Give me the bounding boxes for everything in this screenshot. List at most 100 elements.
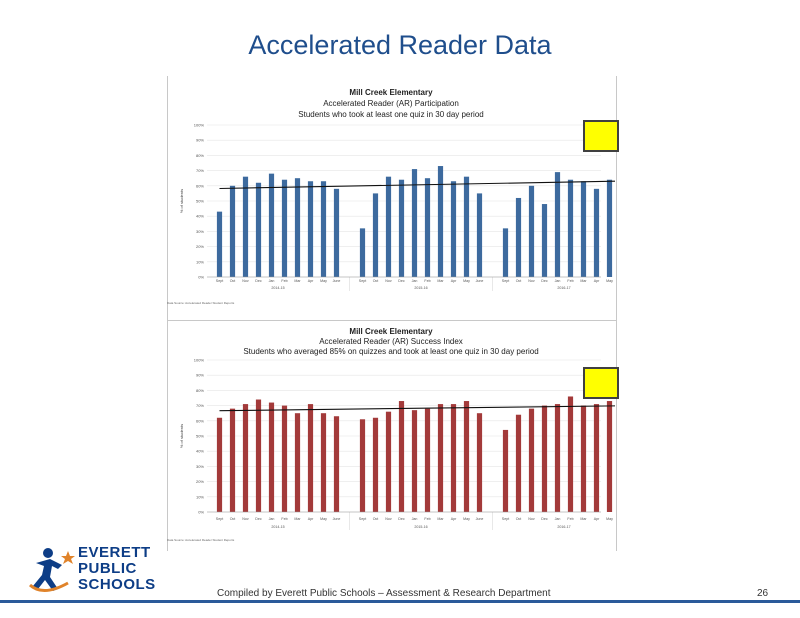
x-tick-label: Oct [373, 279, 379, 283]
data-bar [541, 405, 548, 512]
x-tick-label: Mar [294, 279, 301, 283]
data-bar [255, 182, 262, 277]
data-bar [372, 417, 379, 512]
x-group-label: 2014-15 [271, 286, 284, 290]
data-bar [580, 405, 587, 512]
x-tick-label: Dec [398, 517, 405, 521]
x-tick-label: Apr [308, 517, 314, 521]
data-bar [385, 176, 392, 277]
data-bar [606, 179, 613, 277]
y-tick-label: 100% [194, 123, 205, 128]
data-bar [463, 401, 470, 512]
x-tick-label: Jan [269, 279, 275, 283]
data-bar [528, 185, 535, 277]
y-tick-label: 70% [196, 168, 204, 173]
x-tick-label: Nov [528, 279, 535, 283]
chart-title: Accelerated Reader (AR) Participation [323, 99, 459, 108]
x-tick-label: Apr [451, 279, 457, 283]
y-axis-label: % of students [179, 424, 184, 448]
success-index-bar-chart: 0% 10% 20% 30% 40% 50% 60% 70% 80% 90% 100% % of st… [179, 358, 615, 530]
data-bar [268, 173, 275, 277]
x-tick-label: Apr [594, 517, 600, 521]
data-bar [268, 402, 275, 512]
data-bar [554, 172, 561, 277]
x-tick-label: Dec [541, 517, 548, 521]
x-tick-label: Apr [594, 279, 600, 283]
y-tick-label: 90% [196, 138, 204, 143]
data-bar [333, 188, 340, 277]
y-tick-label: 100% [194, 358, 205, 363]
data-bar [307, 181, 314, 277]
x-tick-label: May [463, 517, 470, 521]
x-tick-label: June [476, 279, 484, 283]
x-tick-label: Sept [216, 517, 223, 521]
trend-line [219, 405, 615, 412]
x-tick-label: Mar [580, 279, 587, 283]
x-tick-label: Mar [580, 517, 587, 521]
y-tick-label: 80% [196, 388, 204, 393]
x-tick-label: Feb [567, 517, 573, 521]
data-bar [424, 178, 431, 277]
page-number: 26 [757, 588, 769, 599]
x-tick-label: Dec [541, 279, 548, 283]
trend-line [219, 180, 615, 190]
data-bar [372, 193, 379, 277]
x-tick-label: Oct [516, 517, 522, 521]
data-bar [398, 179, 405, 277]
highlight-box [583, 120, 619, 152]
participation-chart-panel: Mill Creek Elementary Accelerated Reader… [167, 85, 615, 315]
data-bar [359, 228, 366, 277]
data-bar [333, 416, 340, 512]
x-tick-label: Mar [437, 279, 444, 283]
x-group-label: 2015-16 [414, 286, 427, 290]
data-bar [281, 179, 288, 277]
chart-subtitle: Students who took at least one quiz in 3… [298, 110, 484, 119]
data-bar [255, 399, 262, 512]
data-bar [450, 404, 457, 512]
data-bar [242, 404, 249, 512]
y-axis-label: % of students [179, 189, 184, 213]
y-tick-label: 70% [196, 403, 204, 408]
everett-public-schools-logo: EVERETT PUBLIC SCHOOLS [28, 545, 163, 600]
data-bar [320, 413, 327, 512]
x-tick-label: Feb [424, 279, 430, 283]
chart-source-note: Data Source: Accelerated Reader Student … [167, 538, 235, 542]
y-tick-label: 10% [196, 494, 204, 499]
chart-school-name: Mill Creek Elementary [349, 88, 433, 97]
data-bar [515, 414, 522, 512]
y-tick-label: 20% [196, 244, 204, 249]
chart-divider [167, 320, 616, 321]
x-tick-label: Apr [451, 517, 457, 521]
data-bar [567, 179, 574, 277]
x-tick-label: Nov [242, 517, 249, 521]
data-bar [242, 176, 249, 277]
footer-credit: Compiled by Everett Public Schools – Ass… [217, 588, 551, 599]
x-tick-label: Nov [385, 517, 392, 521]
x-tick-label: Sept [359, 517, 366, 521]
y-tick-label: 30% [196, 229, 204, 234]
y-tick-label: 80% [196, 153, 204, 158]
data-bar [411, 410, 418, 512]
x-group-label: 2015-16 [414, 525, 427, 529]
data-bar [281, 405, 288, 512]
highlight-box [583, 367, 619, 399]
y-tick-label: 50% [196, 434, 204, 439]
y-tick-label: 60% [196, 418, 204, 423]
y-tick-label: 20% [196, 479, 204, 484]
data-bar [385, 411, 392, 512]
x-tick-label: Feb [567, 279, 573, 283]
y-tick-label: 10% [196, 259, 204, 264]
chart-subtitle: Students who averaged 85% on quizzes and… [243, 347, 539, 356]
x-tick-label: Jan [412, 279, 418, 283]
footer-rule [0, 600, 800, 603]
x-tick-label: Sept [502, 279, 509, 283]
x-tick-label: Dec [255, 517, 262, 521]
x-tick-label: Sept [359, 279, 366, 283]
data-bar [502, 228, 509, 277]
x-group-label: 2014-15 [271, 525, 284, 529]
data-bar [307, 404, 314, 512]
chart-source-note: Data Source: Accelerated Reader Student … [167, 301, 235, 305]
data-bar [320, 181, 327, 277]
y-tick-label: 40% [196, 214, 204, 219]
x-tick-label: Mar [437, 517, 444, 521]
